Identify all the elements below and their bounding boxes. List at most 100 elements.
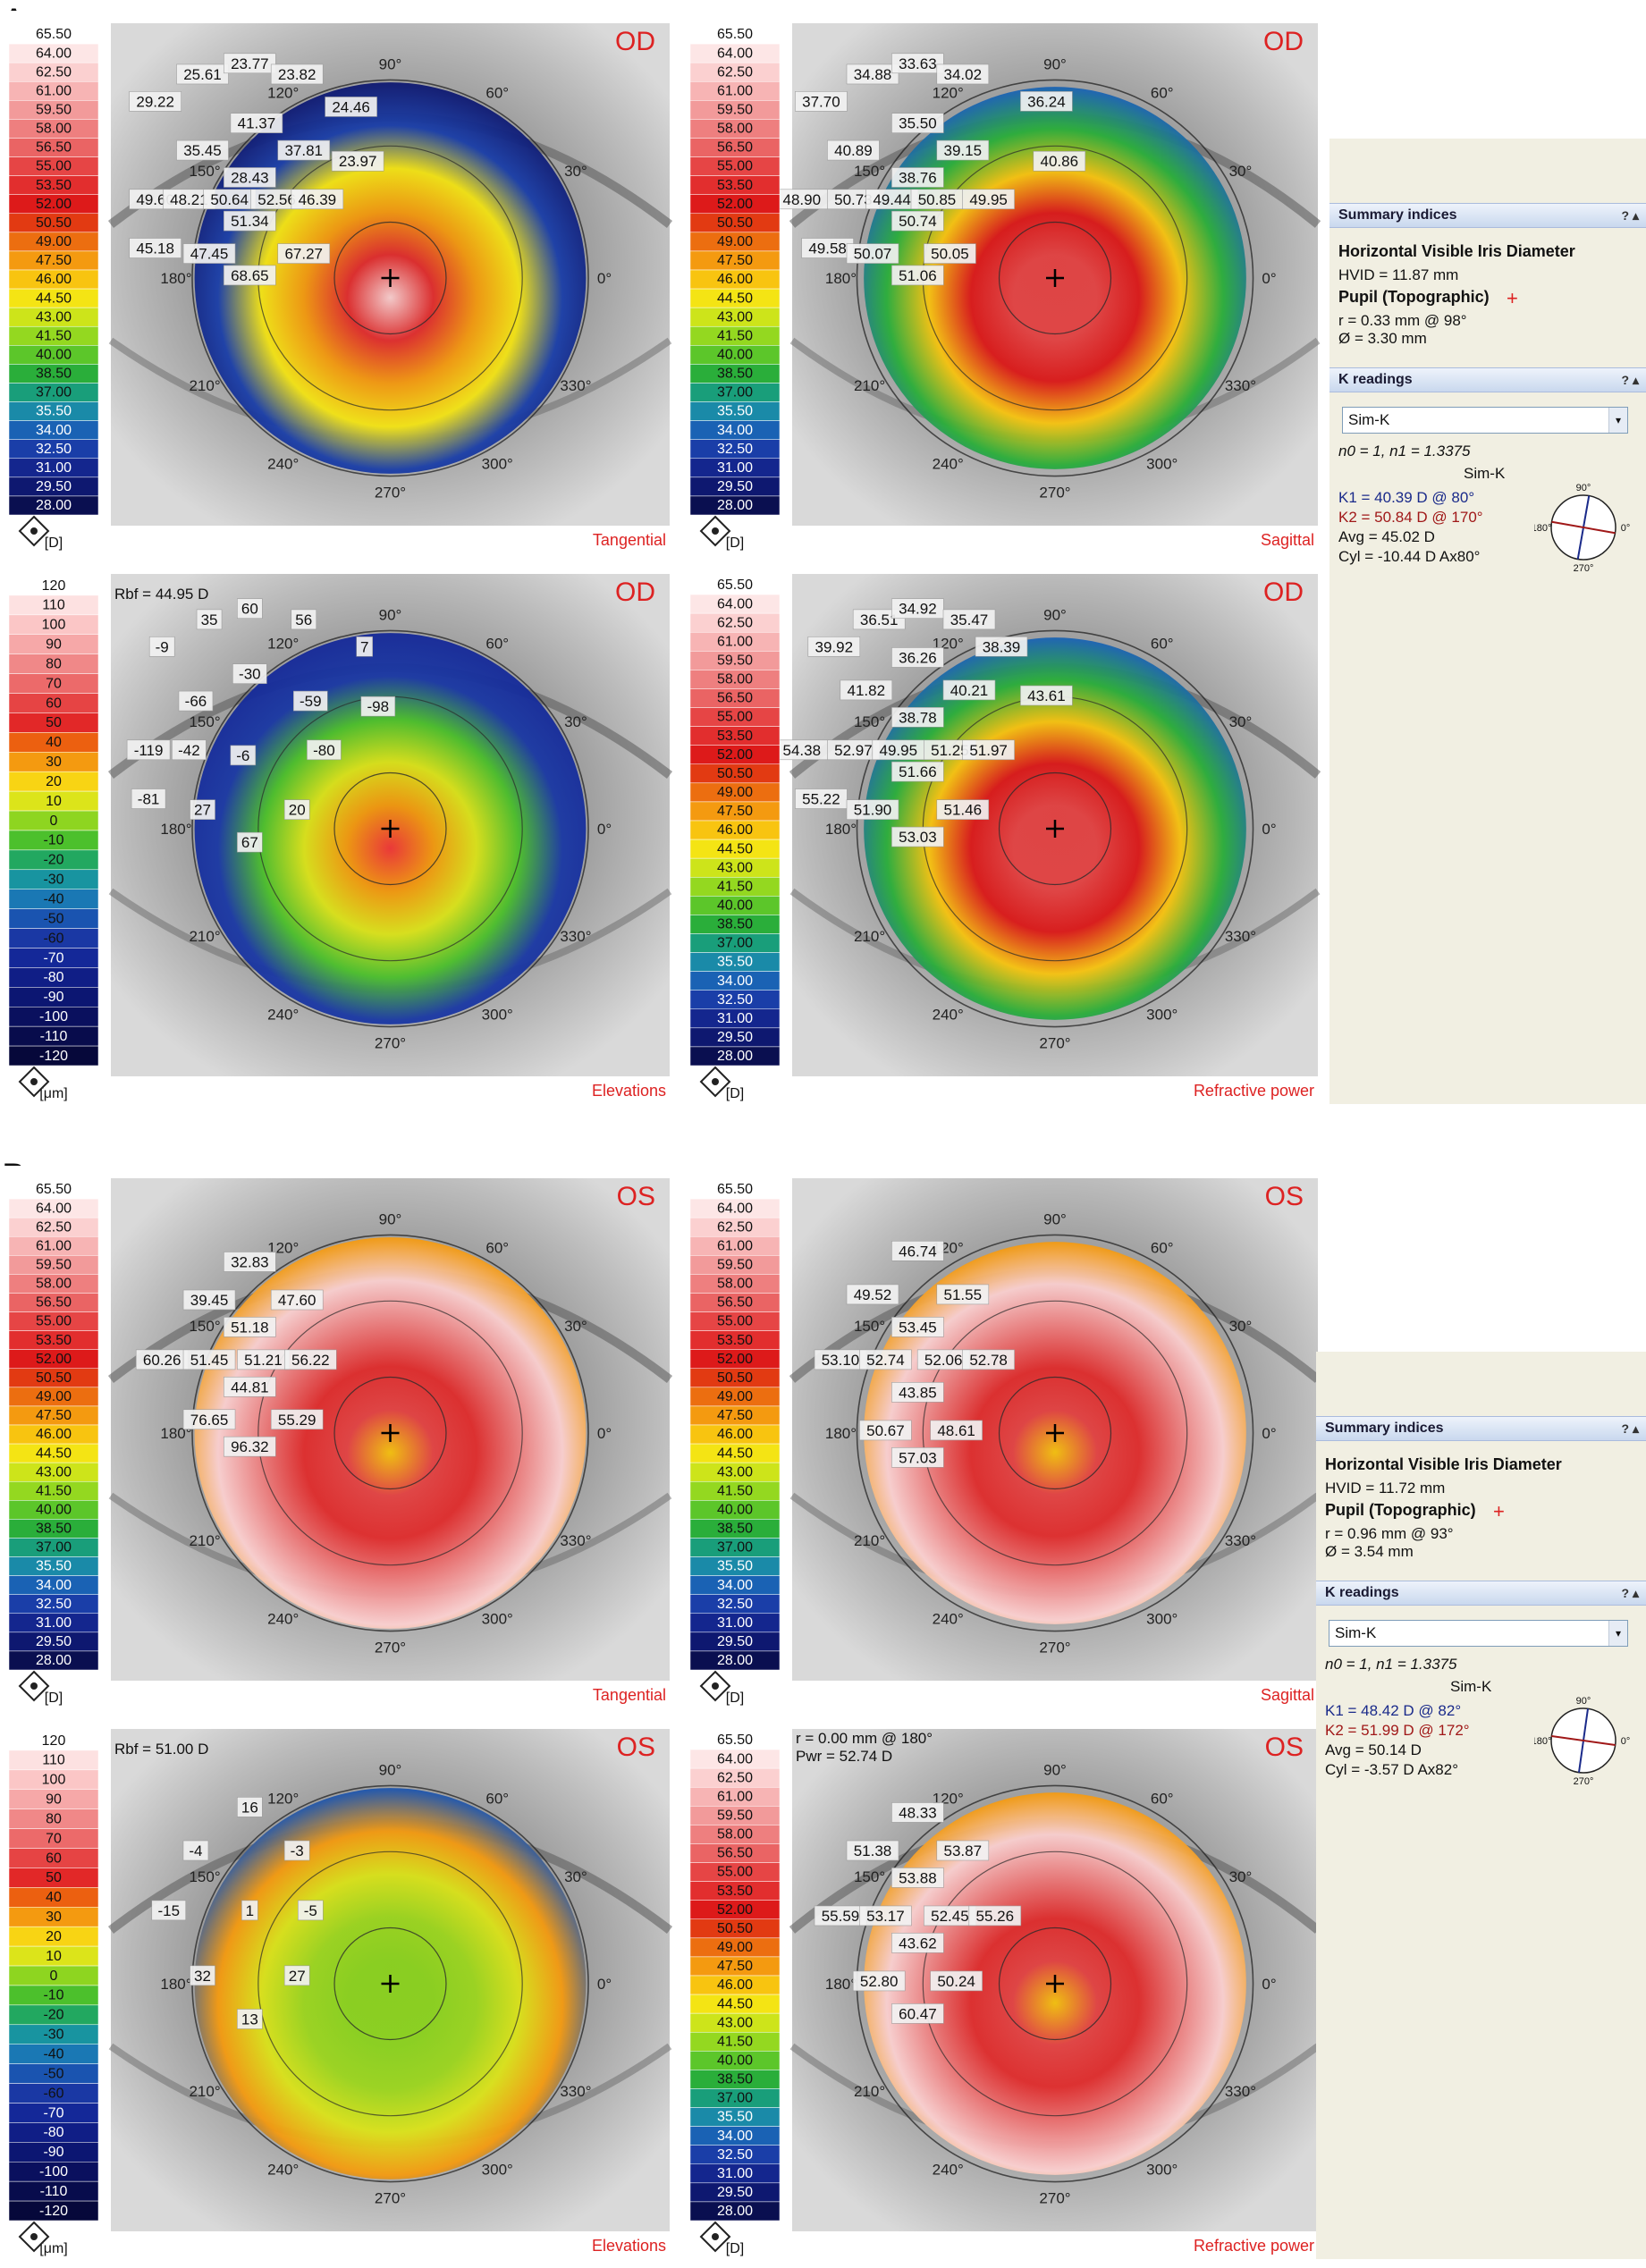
legend-value: -20 [43,853,63,868]
map-value-label: 37.70 [795,91,848,112]
map-value-label: -30 [232,663,267,684]
angle-label: 180° [825,1976,857,1993]
orientation-icon[interactable] [18,1066,50,1098]
topography-map-sagittal[interactable]: 90° 60° 30° 0° 330° 300° 270° 240° 210° 180° 150° 1… [680,11,1323,554]
k-readings-header[interactable]: K readings? ▴ [1329,367,1646,392]
legend-value: -110 [40,1029,68,1044]
map-value-label: 52.06 [916,1349,970,1370]
legend-value: 37.00 [717,1540,753,1556]
legend-value: 64.00 [717,1201,753,1216]
map-value-label: 13 [237,2009,263,2029]
svg-text:50.74: 50.74 [899,213,937,230]
panel-controls[interactable]: ? ▴ [1621,1421,1639,1436]
chevron-down-icon[interactable]: ▾ [1608,1621,1627,1646]
legend-swatch [689,495,781,516]
svg-text:-119: -119 [134,742,164,759]
legend-value: 58.00 [36,122,72,137]
svg-text:38.39: 38.39 [983,638,1021,655]
orientation-icon[interactable] [699,1066,731,1098]
legend-value: 37.00 [717,936,753,951]
legend-value: 49.00 [717,234,753,249]
cursor-readout: Pwr = 52.74 D [796,1748,892,1765]
angle-label: 300° [482,1006,513,1023]
k-cyl: Cyl = -3.57 D Ax82° [1325,1761,1459,1778]
topography-map-elevations[interactable]: 90° 60° 30° 0° 330° 300° 270° 240° 210° 180° 150° 1… [0,1716,675,2260]
panel-controls[interactable]: ? ▴ [1621,1586,1639,1600]
legend-value: 38.50 [36,1522,72,1537]
legend-value: 35.50 [717,955,753,970]
angle-label: 330° [560,1532,591,1549]
angle-label: 270° [375,2190,406,2207]
legend-value: 40.00 [717,898,753,913]
reference-ring [856,629,1254,1028]
orientation-icon[interactable] [699,2221,731,2253]
legend-value: 59.50 [717,1257,753,1272]
orientation-icon[interactable] [18,1670,50,1702]
orientation-icon[interactable] [699,515,731,547]
angle-label: 60° [1151,1240,1174,1257]
k-readings-header[interactable]: K readings? ▴ [1316,1581,1646,1606]
svg-text:43.62: 43.62 [899,1935,937,1952]
topography-map-refractive[interactable]: 90° 60° 30° 0° 330° 300° 270° 240° 210° 180° 150° 1… [680,1716,1323,2260]
legend-value: 41.50 [717,328,753,343]
orientation-icon[interactable] [18,515,50,547]
legend-value: 38.50 [717,1522,753,1537]
topography-map-refractive[interactable]: 90° 60° 30° 0° 330° 300° 270° 240° 210° 180° 150° 1… [680,561,1323,1105]
summary-indices-header[interactable]: Summary indices? ▴ [1329,203,1646,228]
angle-label: 90° [1043,606,1067,623]
legend-value: 40.00 [36,347,72,362]
svg-text:-98: -98 [367,698,390,715]
map-canvas: 90° 60° 30° 0° 330° 300° 270° 240° 210° 180° 150° 1… [8,574,673,1101]
legend-value: 55.00 [36,159,72,174]
map-value-label: -98 [360,696,396,717]
legend-value: -120 [39,1049,68,1064]
svg-text:41.82: 41.82 [848,682,886,699]
map-value-label: 54.38 [775,739,829,761]
angle-label: 180° [160,270,191,287]
legend-value: 64.00 [717,596,753,611]
chevron-down-icon[interactable]: ▾ [1608,408,1627,433]
map-value-label: 67.27 [277,243,331,264]
svg-text:60.47: 60.47 [899,2005,937,2022]
legend-value: 35.50 [36,1559,72,1574]
k-readings-select[interactable]: Sim-K ▾ [1342,407,1628,434]
topography-map-sagittal[interactable]: 90° 60° 30° 0° 330° 300° 270° 240° 210° 180° 150° 1… [680,1166,1323,1709]
angle-label: 150° [854,1318,885,1335]
map-value-label: 51.66 [891,761,944,782]
map-value-label: 35.50 [891,113,944,133]
map-value-label: 55.29 [270,1409,324,1430]
topography-map-elevations[interactable]: 90° 60° 30° 0° 330° 300° 270° 240° 210° 180° 150° 1… [0,561,675,1105]
panel-controls[interactable]: ? ▴ [1621,373,1639,387]
topography-map-tangential[interactable]: 90° 60° 30° 0° 330° 300° 270° 240° 210° 180° 150° 1… [0,11,675,554]
orientation-icon[interactable] [699,1670,731,1702]
legend-value: 46.00 [717,1427,753,1442]
svg-text:53.45: 53.45 [899,1319,937,1336]
legend-value: 53.50 [717,1884,753,1899]
map-title: Refractive power [1194,1082,1314,1100]
orientation-icon[interactable] [18,2221,50,2253]
summary-indices-header[interactable]: Summary indices? ▴ [1316,1416,1646,1441]
svg-text:47.60: 47.60 [278,1292,317,1309]
angle-label: 120° [933,85,964,102]
svg-text:51.38: 51.38 [854,1842,892,1859]
angle-label: 270° [375,1035,406,1052]
legend-value: 34.00 [36,1578,72,1593]
panel-controls[interactable]: ? ▴ [1621,208,1639,223]
svg-text:-80: -80 [313,742,335,759]
legend-value: 44.50 [717,841,753,856]
map-value-label: 67 [237,831,263,853]
topography-map-tangential[interactable]: 90° 60° 30° 0° 330° 300° 270° 240° 210° 180° 150° 1… [0,1166,675,1709]
angle-label: 300° [1146,1610,1178,1627]
legend-value: 34.00 [717,2129,753,2144]
legend-value: 52.00 [717,1902,753,1918]
legend-value: 0 [50,814,58,829]
legend-value: 49.00 [717,1389,753,1404]
svg-text:52.74: 52.74 [866,1352,905,1369]
legend-value: 41.50 [717,879,753,894]
legend-value: 47.50 [36,253,72,268]
summary-hvid-title: Horizontal Visible Iris Diameter [1325,1455,1562,1473]
svg-text:67: 67 [241,834,258,851]
angle-label: 180° [825,1425,857,1442]
map-value-label: 52.74 [859,1349,912,1370]
k-readings-select[interactable]: Sim-K ▾ [1329,1620,1628,1647]
